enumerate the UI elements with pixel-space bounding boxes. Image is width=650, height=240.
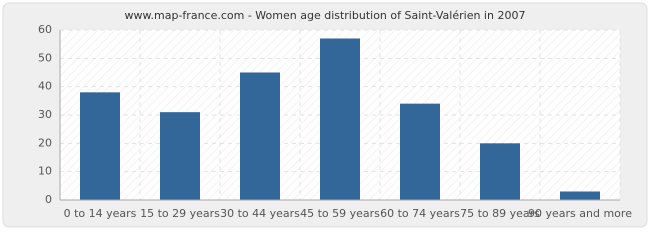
y-tick-label: 0 [45,193,52,206]
x-tick-label: 45 to 59 years [300,207,380,220]
y-tick-label: 20 [38,136,52,149]
y-tick-label: 30 [38,108,52,121]
x-tick-label: 0 to 14 years [64,207,137,220]
bar [560,191,600,200]
x-tick-label: 30 to 44 years [220,207,300,220]
bar [160,112,200,200]
bar [240,72,280,200]
x-tick-label: 90 years and more [528,207,632,220]
chart: www.map-france.com - Women age distribut… [2,2,648,228]
chart-title: www.map-france.com - Women age distribut… [125,9,526,22]
x-tick-label: 60 to 74 years [380,207,460,220]
bar [320,38,360,200]
y-tick-label: 10 [38,165,52,178]
x-tick-label: 15 to 29 years [140,207,220,220]
bar [480,143,520,200]
y-tick-label: 40 [38,80,52,93]
x-tick-label: 75 to 89 years [460,207,540,220]
y-tick-label: 60 [38,23,52,36]
bar [80,92,120,200]
y-tick-label: 50 [38,51,52,64]
bar [400,103,440,200]
